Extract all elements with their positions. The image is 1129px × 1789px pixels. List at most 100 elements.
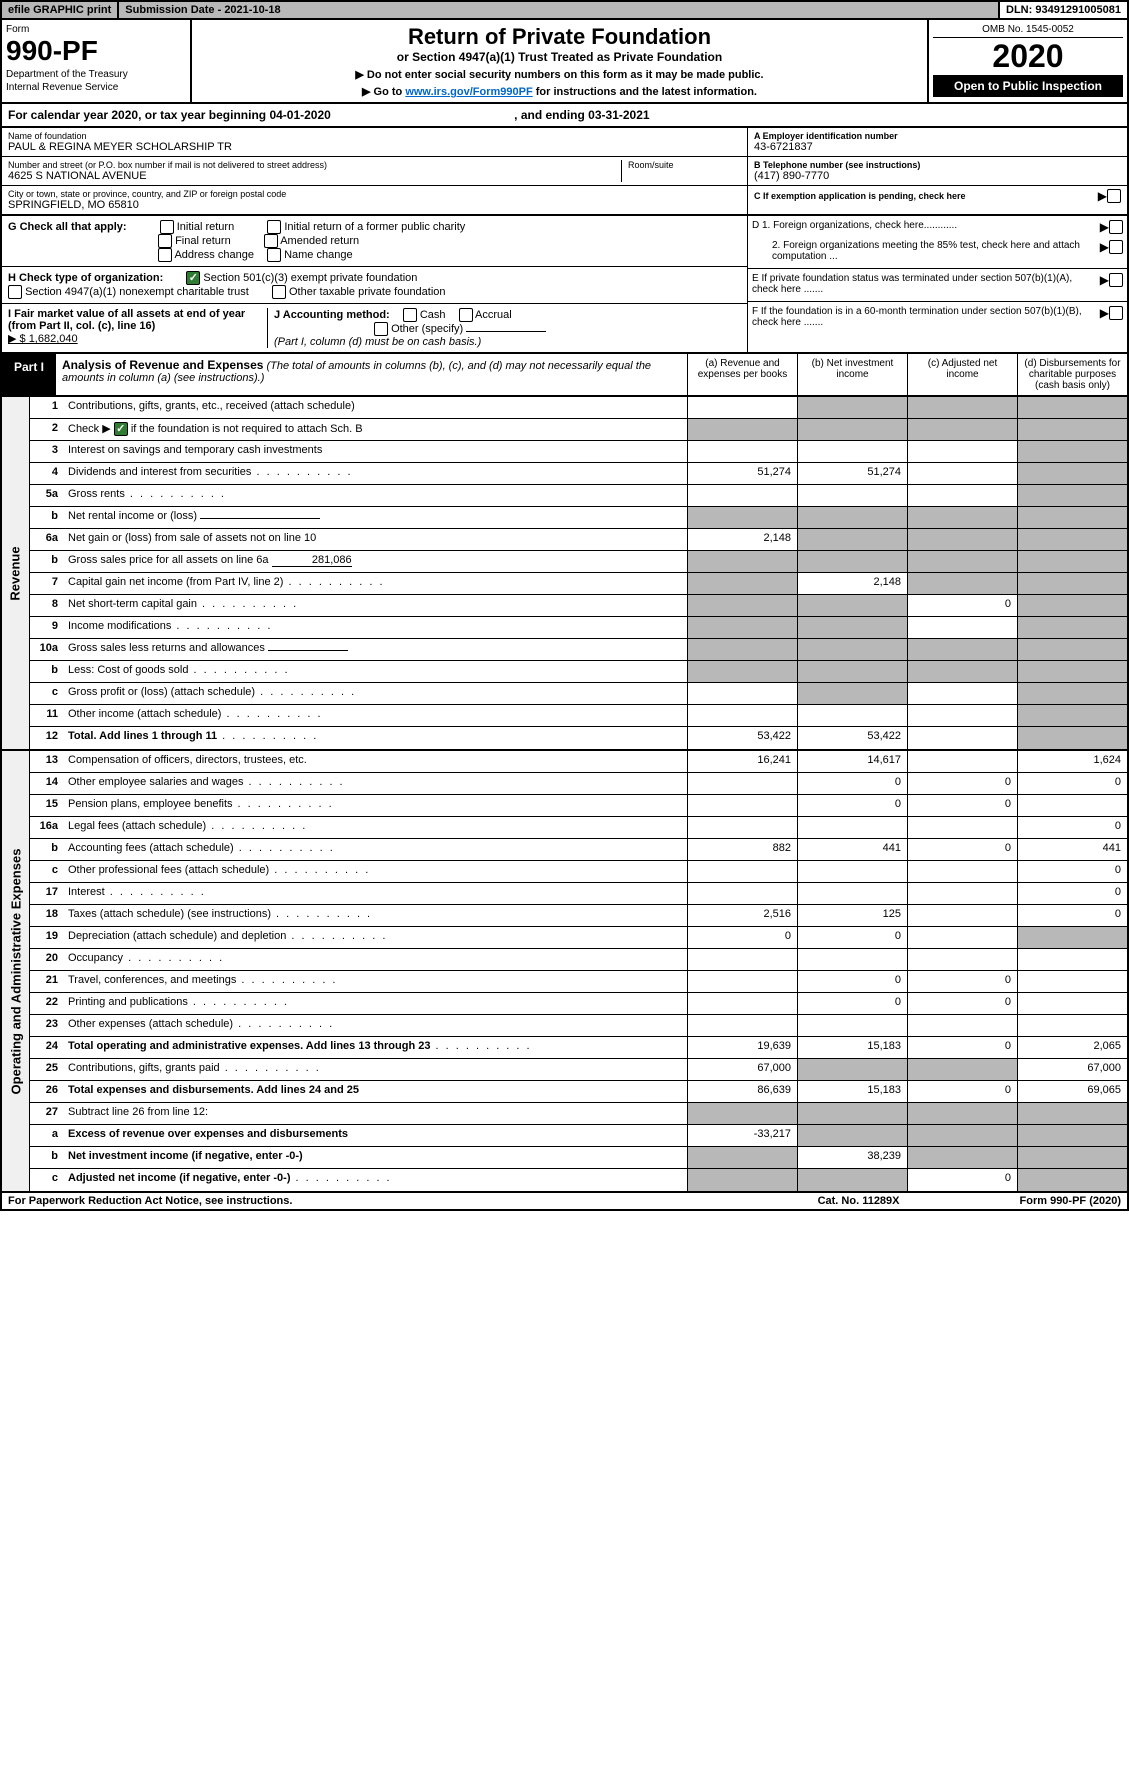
line-desc: Total expenses and disbursements. Add li… (64, 1081, 687, 1102)
cell-b (797, 485, 907, 506)
cell-a (687, 639, 797, 660)
table-row: cGross profit or (loss) (attach schedule… (30, 683, 1127, 705)
d1-checkbox[interactable] (1109, 220, 1123, 234)
sec4947-checkbox[interactable] (8, 285, 22, 299)
open-public: Open to Public Inspection (933, 75, 1123, 97)
line-desc: Excess of revenue over expenses and disb… (64, 1125, 687, 1146)
cell-b (797, 419, 907, 440)
revenue-body: 1Contributions, gifts, grants, etc., rec… (30, 397, 1127, 749)
ein-cell: A Employer identification number 43-6721… (748, 128, 1127, 157)
cash-checkbox[interactable] (403, 308, 417, 322)
top-bar: efile GRAPHIC print Submission Date - 20… (0, 0, 1129, 20)
cell-d: 0 (1017, 905, 1127, 926)
line-desc: Net rental income or (loss) (64, 507, 687, 528)
table-row: 6aNet gain or (loss) from sale of assets… (30, 529, 1127, 551)
col-d: (d) Disbursements for charitable purpose… (1017, 354, 1127, 395)
table-row: 23Other expenses (attach schedule) (30, 1015, 1127, 1037)
irs-label: Internal Revenue Service (6, 82, 186, 93)
cell-d (1017, 927, 1127, 948)
irs-link[interactable]: www.irs.gov/Form990PF (405, 86, 532, 98)
d2-checkbox[interactable] (1109, 240, 1123, 254)
i-label: I Fair market value of all assets at end… (8, 308, 245, 332)
cell-b (797, 1103, 907, 1124)
other-tax-checkbox[interactable] (272, 285, 286, 299)
cell-b: 15,183 (797, 1037, 907, 1058)
cell-c (907, 1059, 1017, 1080)
h-4947: Section 4947(a)(1) nonexempt charitable … (25, 286, 249, 298)
cell-c: 0 (907, 971, 1017, 992)
table-row: 25Contributions, gifts, grants paid67,00… (30, 1059, 1127, 1081)
line-desc: Legal fees (attach schedule) (64, 817, 687, 838)
line-num: b (30, 1147, 64, 1168)
arrow-icon: ▶ (1100, 273, 1109, 295)
revenue-side-label: Revenue (2, 397, 30, 749)
cell-c (907, 1125, 1017, 1146)
accrual-checkbox[interactable] (459, 308, 473, 322)
initial-former-checkbox[interactable] (267, 220, 281, 234)
cell-d: 441 (1017, 839, 1127, 860)
revenue-text: Revenue (8, 546, 23, 600)
f-checkbox[interactable] (1109, 306, 1123, 320)
e-checkbox[interactable] (1109, 273, 1123, 287)
other-spec-checkbox[interactable] (374, 322, 388, 336)
part1-desc: Analysis of Revenue and Expenses (The to… (56, 354, 687, 395)
cell-d: 69,065 (1017, 1081, 1127, 1102)
ij-row: I Fair market value of all assets at end… (2, 304, 747, 352)
cell-b (797, 397, 907, 418)
e-text: E If private foundation status was termi… (752, 273, 1100, 295)
name-change-checkbox[interactable] (267, 248, 281, 262)
schb-checkbox[interactable] (114, 422, 128, 436)
amended-checkbox[interactable] (264, 234, 278, 248)
table-row: bNet investment income (if negative, ent… (30, 1147, 1127, 1169)
cell-c (907, 683, 1017, 704)
cell-c (907, 551, 1017, 572)
foundation-name: PAUL & REGINA MEYER SCHOLARSHIP TR (8, 141, 741, 153)
foundation-name-cell: Name of foundation PAUL & REGINA MEYER S… (2, 128, 747, 157)
line-desc: Pension plans, employee benefits (64, 795, 687, 816)
footer-right: Form 990-PF (2020) (1020, 1195, 1121, 1207)
sec501-checkbox[interactable] (186, 271, 200, 285)
j-cash: Cash (420, 309, 446, 321)
j-accrual: Accrual (475, 309, 512, 321)
cell-c (907, 927, 1017, 948)
cell-b: 14,617 (797, 751, 907, 772)
g-name-change: Name change (284, 249, 353, 261)
final-checkbox[interactable] (158, 234, 172, 248)
ghi-right: D 1. Foreign organizations, check here..… (747, 216, 1127, 352)
cell-d (1017, 949, 1127, 970)
line-desc: Gross sales price for all assets on line… (64, 551, 687, 572)
cell-c (907, 861, 1017, 882)
part1-tab: Part I (2, 354, 56, 395)
tax-year: 2020 (933, 38, 1123, 75)
initial-checkbox[interactable] (160, 220, 174, 234)
cell-c (907, 1015, 1017, 1036)
c-label: C If exemption application is pending, c… (754, 191, 1098, 201)
table-row: 18Taxes (attach schedule) (see instructi… (30, 905, 1127, 927)
cell-c: 0 (907, 1081, 1017, 1102)
c-checkbox[interactable] (1107, 189, 1121, 203)
cal-begin: For calendar year 2020, or tax year begi… (8, 108, 331, 122)
calendar-year-row: For calendar year 2020, or tax year begi… (0, 104, 1129, 128)
cell-b (797, 683, 907, 704)
line-desc: Other income (attach schedule) (64, 705, 687, 726)
line-num: 17 (30, 883, 64, 904)
arrow-icon: ▶ (1098, 189, 1107, 203)
d1-item: D 1. Foreign organizations, check here..… (752, 220, 1123, 234)
telephone: (417) 890-7770 (754, 170, 1121, 182)
cell-d (1017, 661, 1127, 682)
cell-a (687, 507, 797, 528)
col-c: (c) Adjusted net income (907, 354, 1017, 395)
line-desc: Capital gain net income (from Part IV, l… (64, 573, 687, 594)
underline (268, 650, 348, 651)
line-num: 6a (30, 529, 64, 550)
line-desc: Printing and publications (64, 993, 687, 1014)
line-desc: Gross profit or (loss) (attach schedule) (64, 683, 687, 704)
addr-change-checkbox[interactable] (158, 248, 172, 262)
cell-c (907, 573, 1017, 594)
cell-a: 86,639 (687, 1081, 797, 1102)
line-desc: Gross sales less returns and allowances (64, 639, 687, 660)
expenses-side-label: Operating and Administrative Expenses (2, 751, 30, 1191)
cell-c (907, 905, 1017, 926)
cell-a: 16,241 (687, 751, 797, 772)
ein-label: A Employer identification number (754, 131, 1121, 141)
